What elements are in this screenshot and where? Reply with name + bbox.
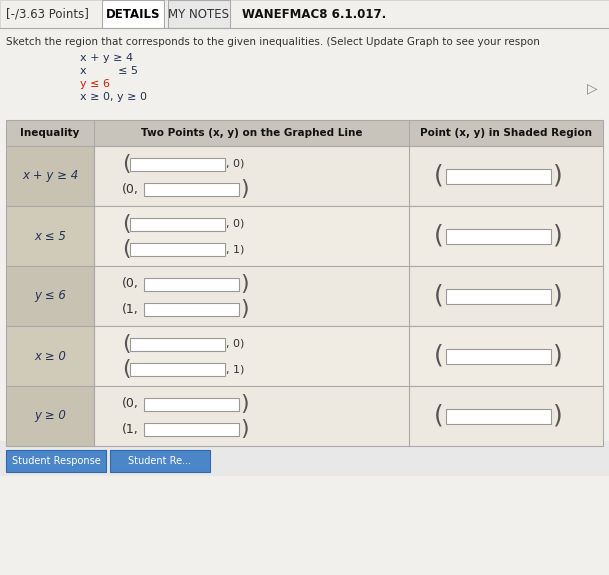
Text: (: ( [122, 334, 130, 354]
Text: (: ( [434, 224, 443, 248]
Text: ): ) [240, 179, 248, 199]
Text: MY NOTES: MY NOTES [169, 7, 230, 21]
Bar [130, 217, 225, 231]
Bar [168, 0, 230, 28]
Text: , 1): , 1) [226, 244, 244, 254]
Bar [94, 386, 603, 446]
Text: WANEFMAC8 6.1.017.: WANEFMAC8 6.1.017. [242, 7, 386, 21]
Text: y ≤ 6: y ≤ 6 [80, 79, 110, 89]
Text: (: ( [122, 154, 130, 174]
Bar [446, 168, 551, 183]
Text: ): ) [240, 394, 248, 414]
Text: (1,: (1, [122, 302, 139, 316]
Text: ): ) [240, 299, 248, 319]
Bar [446, 228, 551, 243]
Text: [-/3.63 Points]: [-/3.63 Points] [6, 7, 89, 21]
Bar [6, 206, 94, 266]
Text: Sketch the region that corresponds to the given inequalities. (Select Update Gra: Sketch the region that corresponds to th… [6, 37, 540, 47]
Bar [130, 363, 225, 375]
Bar [446, 408, 551, 424]
Text: x + y ≥ 4: x + y ≥ 4 [80, 53, 133, 63]
Bar [6, 450, 106, 472]
Text: x         ≤ 5: x ≤ 5 [80, 66, 138, 76]
Text: (: ( [122, 239, 130, 259]
Bar [6, 266, 94, 326]
Bar [144, 278, 239, 290]
Text: x ≤ 5: x ≤ 5 [34, 229, 66, 243]
Text: ): ) [552, 224, 562, 248]
Bar [130, 338, 225, 351]
Text: (: ( [434, 164, 443, 188]
Text: Student Response: Student Response [12, 456, 100, 466]
Bar [144, 183, 239, 196]
Text: (1,: (1, [122, 423, 139, 436]
Text: Two Points (x, y) on the Graphed Line: Two Points (x, y) on the Graphed Line [141, 128, 362, 138]
Text: ): ) [552, 344, 562, 368]
Text: x ≥ 0: x ≥ 0 [34, 350, 66, 362]
Bar [0, 441, 609, 476]
Text: , 0): , 0) [226, 339, 244, 349]
Bar [144, 397, 239, 411]
Bar [446, 348, 551, 363]
Text: ): ) [240, 419, 248, 439]
Bar [6, 386, 94, 446]
Text: , 0): , 0) [226, 219, 244, 229]
Bar [144, 423, 239, 436]
Bar [144, 302, 239, 316]
Bar [6, 326, 94, 386]
Bar [94, 266, 603, 326]
Text: (: ( [434, 284, 443, 308]
Text: (0,: (0, [122, 278, 139, 290]
Bar [6, 120, 603, 146]
Bar [6, 146, 94, 206]
Bar [94, 146, 603, 206]
Text: Inequality: Inequality [20, 128, 80, 138]
Text: ): ) [552, 164, 562, 188]
Text: (0,: (0, [122, 397, 139, 411]
Text: DETAILS: DETAILS [106, 7, 160, 21]
Bar [0, 0, 609, 28]
Text: (: ( [122, 359, 130, 379]
Text: , 1): , 1) [226, 364, 244, 374]
Text: (: ( [122, 214, 130, 234]
Bar [130, 243, 225, 256]
Bar [94, 326, 603, 386]
Text: ): ) [240, 274, 248, 294]
Text: (: ( [434, 344, 443, 368]
Text: x ≥ 0, y ≥ 0: x ≥ 0, y ≥ 0 [80, 92, 147, 102]
Bar [94, 206, 603, 266]
Bar [102, 0, 164, 28]
Bar [446, 289, 551, 304]
Text: , 0): , 0) [226, 159, 244, 169]
Text: Student Re...: Student Re... [128, 456, 192, 466]
Text: x + y ≥ 4: x + y ≥ 4 [22, 170, 78, 182]
Bar [110, 450, 210, 472]
Text: ▷: ▷ [587, 81, 598, 95]
Text: y ≥ 0: y ≥ 0 [34, 409, 66, 423]
Bar [130, 158, 225, 171]
Text: y ≤ 6: y ≤ 6 [34, 289, 66, 302]
Text: ): ) [552, 404, 562, 428]
Text: ): ) [552, 284, 562, 308]
Text: (0,: (0, [122, 183, 139, 196]
Text: Point (x, y) in Shaded Region: Point (x, y) in Shaded Region [420, 128, 592, 138]
Text: (: ( [434, 404, 443, 428]
